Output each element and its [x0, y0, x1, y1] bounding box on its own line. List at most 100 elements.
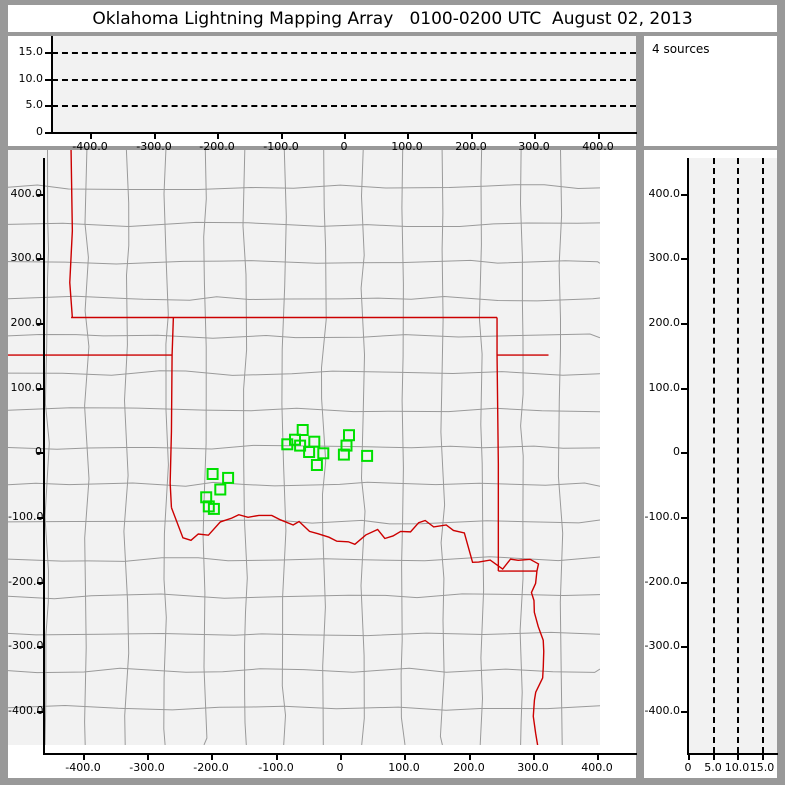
top-x-axis — [51, 132, 637, 134]
source-marker — [310, 459, 323, 471]
top-x-tick — [344, 134, 346, 139]
right-y-tick — [681, 194, 688, 196]
source-marker — [222, 471, 235, 484]
right-x-tick-label: 5.0 — [704, 761, 722, 774]
gridline-y — [52, 79, 636, 81]
top-x-tick-label: -400.0 — [72, 140, 108, 153]
map-y-tick-label: 0 — [35, 445, 42, 458]
source-marker — [303, 446, 316, 458]
map-x-axis — [43, 753, 637, 755]
title-bar: Oklahoma Lightning Mapping Array 0100-02… — [8, 5, 777, 32]
top-x-tick-label: 100.0 — [391, 140, 423, 153]
page-title: Oklahoma Lightning Mapping Array 0100-02… — [92, 8, 693, 29]
top-y-tick — [45, 79, 52, 81]
map-x-tick-label: 100.0 — [388, 761, 420, 774]
map-x-tick — [83, 755, 85, 760]
map-x-tick — [340, 755, 342, 760]
right-plot-area[interactable] — [688, 158, 777, 753]
right-x-tick — [688, 755, 690, 760]
gridline-x — [762, 158, 764, 753]
top-x-tick — [471, 134, 473, 139]
map-x-tick — [533, 755, 535, 760]
gridline-y — [52, 105, 636, 107]
gridline-x — [713, 158, 715, 753]
source-count-panel: 4 sources — [644, 36, 777, 146]
map-y-tick-label: 300.0 — [10, 251, 43, 264]
map-y-tick — [37, 258, 44, 260]
map-x-tick — [147, 755, 149, 760]
map-y-tick-label: -100.0 — [8, 510, 44, 523]
map-y-tick — [37, 646, 44, 648]
top-y-tick — [45, 52, 52, 54]
map-y-tick-label: -200.0 — [8, 575, 44, 588]
source-count-label: 4 sources — [652, 42, 710, 56]
map-x-tick-label: 0 — [336, 761, 344, 774]
top-y-tick-label: 10.0 — [18, 72, 44, 85]
source-marker — [214, 483, 227, 496]
top-x-tick-label: -100.0 — [263, 140, 299, 153]
top-y-tick-label: 0 — [36, 125, 43, 138]
source-marker — [207, 502, 220, 515]
map-x-tick-label: 200.0 — [453, 761, 485, 774]
plan-view-map-panel[interactable]: -400.0 -300.0 -200.0 -100.0 0 100.0 200.0 300.0… — [8, 150, 637, 778]
top-x-tick — [407, 134, 409, 139]
right-y-tick-label: 200.0 — [648, 316, 681, 329]
map-plot-area[interactable] — [8, 150, 600, 745]
state-boundaries — [8, 150, 549, 745]
top-y-axis — [51, 36, 53, 133]
right-x-tick-label: 0 — [684, 761, 692, 774]
right-y-tick — [681, 452, 688, 454]
right-x-tick — [737, 755, 739, 760]
map-y-tick-label: 400.0 — [10, 187, 43, 200]
right-y-tick — [681, 646, 688, 648]
right-x-tick-label: 10.0 — [724, 761, 750, 774]
right-y-tick-label: 100.0 — [648, 381, 681, 394]
right-x-tick — [762, 755, 764, 760]
right-y-tick-label: 400.0 — [648, 187, 681, 200]
top-y-tick — [45, 105, 52, 107]
map-x-tick-label: -300.0 — [129, 761, 165, 774]
map-x-tick — [404, 755, 406, 760]
top-x-tick — [281, 134, 283, 139]
source-marker — [281, 438, 294, 451]
map-y-tick — [37, 388, 44, 390]
top-x-tick-label: -300.0 — [136, 140, 172, 153]
map-y-tick-label: -400.0 — [8, 704, 44, 717]
map-x-tick-label: 300.0 — [517, 761, 549, 774]
map-x-tick-label: -200.0 — [193, 761, 229, 774]
right-y-tick — [681, 711, 688, 713]
top-plot-area[interactable] — [52, 36, 636, 132]
map-x-tick — [276, 755, 278, 760]
top-x-tick — [217, 134, 219, 139]
map-y-tick — [37, 323, 44, 325]
right-y-tick — [681, 258, 688, 260]
gridline-y — [52, 52, 636, 54]
right-y-axis — [687, 158, 689, 753]
top-x-tick — [534, 134, 536, 139]
source-marker — [317, 447, 330, 460]
source-marker — [361, 449, 374, 462]
right-y-tick — [681, 582, 688, 584]
top-x-tick-label: 0 — [340, 140, 348, 153]
altitude-vs-north-south-panel[interactable]: -400.0 -300.0 -200.0 -100.0 0 100.0 200.0 300.0… — [644, 150, 778, 778]
gridline-x — [737, 158, 739, 753]
right-y-tick — [681, 323, 688, 325]
right-x-axis — [687, 753, 778, 755]
source-marker — [294, 439, 307, 452]
altitude-vs-east-west-panel[interactable]: 0 5.0 10.0 15.0 -400.0 -300.0 -200.0 -100.0 0 100… — [8, 36, 637, 153]
map-y-tick — [37, 194, 44, 196]
map-x-tick-label: -100.0 — [258, 761, 294, 774]
top-x-tick-label: -200.0 — [199, 140, 235, 153]
map-x-tick — [469, 755, 471, 760]
map-y-tick — [37, 711, 44, 713]
right-y-tick-label: 0 — [673, 445, 680, 458]
right-y-tick-label: -300.0 — [644, 639, 680, 652]
source-marker — [337, 448, 350, 461]
map-y-tick — [37, 517, 44, 519]
right-y-tick-label: -200.0 — [644, 575, 680, 588]
right-y-tick-label: 300.0 — [648, 251, 681, 264]
map-y-tick-label: -300.0 — [8, 639, 44, 652]
top-y-tick-label: 15.0 — [18, 45, 44, 58]
map-y-tick — [37, 582, 44, 584]
